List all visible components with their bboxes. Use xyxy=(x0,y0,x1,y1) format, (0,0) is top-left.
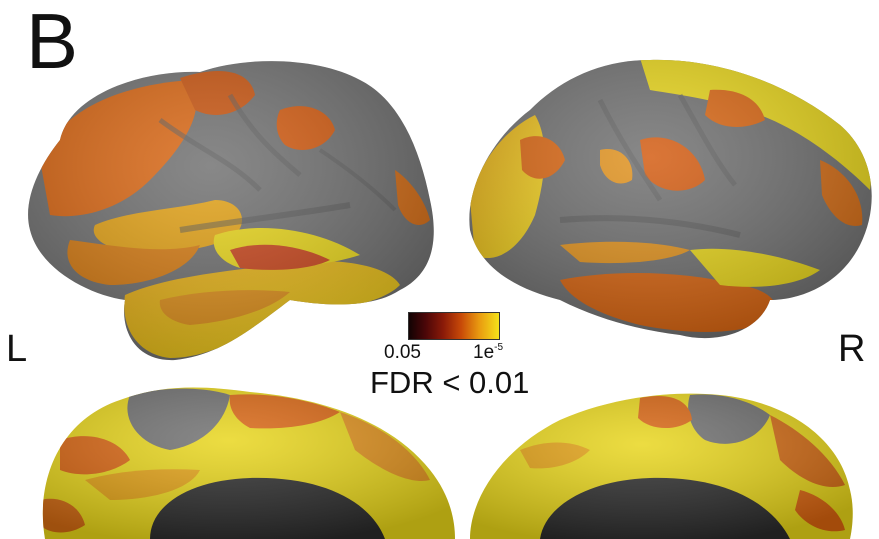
colorbar-low-label: 0.05 xyxy=(384,342,421,363)
colorbar-high-label: 1e-5 xyxy=(473,342,504,363)
threshold-label: FDR < 0.01 xyxy=(370,365,530,400)
colorbar-high-exponent: -5 xyxy=(494,342,504,353)
left-medial-hemisphere xyxy=(42,387,455,539)
panel-label: B xyxy=(26,0,79,85)
left-lateral-hemisphere xyxy=(28,61,434,361)
right-lateral-hemisphere xyxy=(469,59,872,339)
colorbar-high-base: 1e xyxy=(473,342,495,363)
right-medial-hemisphere xyxy=(470,393,853,539)
left-hemisphere-label: L xyxy=(6,328,28,370)
right-hemisphere-label: R xyxy=(838,328,866,370)
colorbar xyxy=(408,312,500,340)
